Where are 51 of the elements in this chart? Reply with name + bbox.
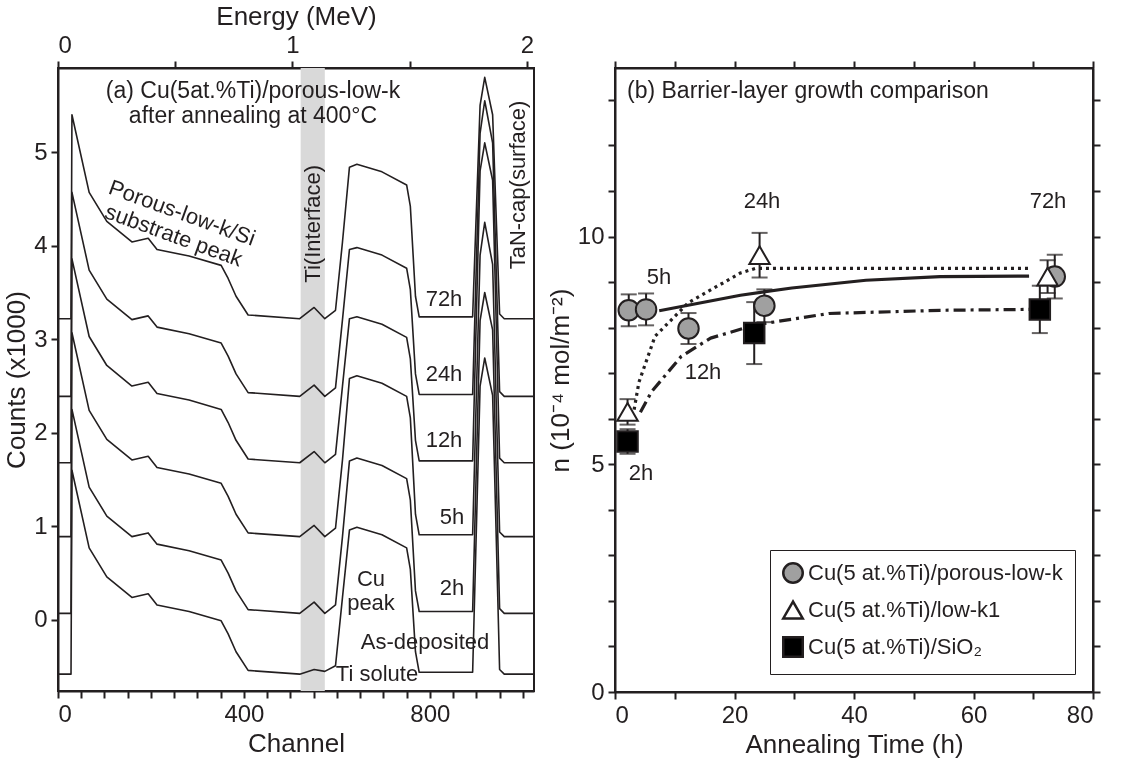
y-tick-label: 5 — [591, 449, 605, 477]
y-tick-label: 4 — [34, 231, 48, 259]
y-tick-label: 3 — [34, 324, 48, 352]
annotation: 12h — [425, 427, 463, 452]
point — [748, 245, 771, 266]
annotation: 72h — [1029, 188, 1067, 213]
annotation: Ti solute — [335, 661, 419, 686]
point — [1028, 298, 1052, 321]
legend-label: Cu(5 at.%Ti)/SiO₂ — [808, 634, 982, 659]
x2-tick-label: 1 — [286, 30, 300, 58]
y-tick-label: 2 — [34, 418, 48, 446]
annotation: 24h — [425, 361, 463, 386]
x-tick-label: 800 — [410, 699, 451, 727]
x-tick-label: 20 — [721, 700, 749, 728]
y-tick-label: 0 — [591, 677, 605, 705]
x-tick-label: 0 — [58, 699, 72, 727]
annotation: TaN-cap(surface) — [505, 100, 530, 270]
band-label: Ti(Interface) — [299, 164, 325, 283]
annotation: 5h — [646, 264, 672, 289]
point — [1036, 266, 1059, 287]
legend-label: Cu(5 at.%Ti)/low-k1 — [808, 597, 1001, 622]
point — [634, 298, 658, 321]
annotation: 24h — [743, 188, 781, 213]
annotation: 2h — [628, 460, 654, 485]
x-tick-label: 400 — [224, 699, 265, 727]
annotation: Cu peak — [347, 566, 396, 615]
annotation: 72h — [425, 286, 463, 311]
annotation: 5h — [439, 504, 465, 529]
point — [753, 294, 776, 317]
annotation: 12h — [684, 359, 722, 384]
point — [742, 321, 766, 345]
text: (a) Cu(5at.%Ti)/porous-low-k after annealing at 400°C — [105, 77, 401, 128]
y-tick-label: 0 — [34, 605, 48, 633]
x-axis-title: Annealing Time (h) — [745, 728, 964, 759]
point — [677, 317, 700, 340]
x2-axis-title: Energy (MeV) — [216, 0, 377, 31]
x2-tick-label: 2 — [520, 30, 535, 58]
legend-label: Cu(5 at.%Ti)/porous-low-k — [808, 560, 1064, 585]
y-axis-title: n (10⁻⁴ mol/m⁻²) — [544, 288, 575, 473]
x2-tick-label: 0 — [58, 30, 72, 58]
x-tick-label: 0 — [615, 700, 629, 728]
y-tick-label: 5 — [34, 137, 48, 165]
x-axis-title: Channel — [248, 727, 345, 758]
y-tick-label: 10 — [577, 222, 605, 250]
y-tick-label: 1 — [34, 511, 48, 539]
x-tick-label: 80 — [1066, 700, 1094, 728]
x-tick-label: 40 — [841, 700, 868, 728]
annotation: 2h — [439, 575, 465, 600]
chart-title: (b) Barrier-layer growth comparison — [627, 77, 989, 103]
x-tick-label: 60 — [960, 700, 988, 728]
y-axis-title: Counts (x1000) — [1, 291, 32, 469]
